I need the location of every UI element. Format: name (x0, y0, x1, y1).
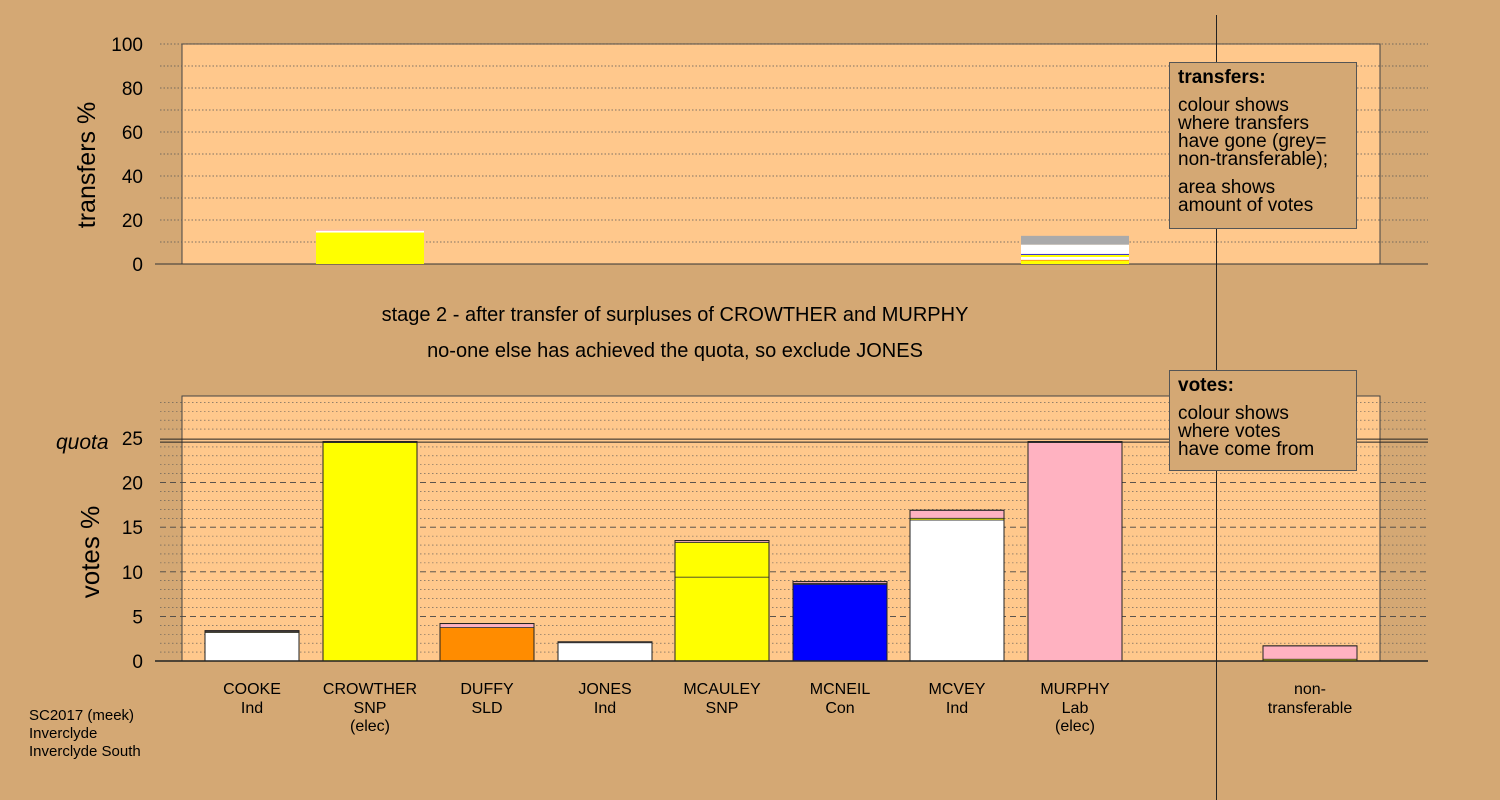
votes-y-tick-label: 20 (122, 474, 143, 495)
stage-subtitle: no-one else has achieved the quota, so e… (427, 340, 923, 362)
votes-legend: votes: colour shows where votes have com… (1169, 370, 1357, 471)
candidate-name-label: MCVEY (929, 681, 986, 698)
votes-y-tick-label: 5 (132, 607, 143, 628)
candidate-name-label: DUFFY (460, 681, 514, 698)
vote-segment (909, 519, 1005, 662)
transfer-segment (1021, 256, 1129, 260)
transfers-legend-line: where transfers (1178, 113, 1309, 134)
candidate-name-label: MURPHY (1040, 681, 1110, 698)
transfers-legend-line: area shows (1178, 177, 1276, 198)
transfers-legend: transfers: colour shows where transfers … (1169, 62, 1357, 229)
candidate-party-label: Lab (1062, 700, 1089, 717)
vote-segment (674, 541, 770, 578)
transfer-segment (1021, 260, 1129, 264)
transfers-y-tick-label: 100 (111, 35, 143, 56)
transfers-legend-line: amount of votes (1178, 195, 1314, 216)
votes-y-tick-label: 25 (122, 429, 143, 450)
footer-line: Inverclyde South (29, 743, 141, 760)
candidate-name-label: COOKE (223, 681, 281, 698)
transfers-legend-title: transfers: (1178, 67, 1266, 88)
votes-y-axis-label: votes % (75, 506, 105, 599)
candidate-note-label: (elec) (350, 718, 390, 735)
transfers-y-tick-label: 80 (122, 79, 143, 100)
transfers-legend-line: non-transferable); (1178, 149, 1328, 170)
candidate-name-label: MCNEIL (810, 681, 871, 698)
transfers-legend-line: colour shows (1178, 95, 1289, 116)
quota-label: quota (56, 431, 109, 454)
transfer-segment (316, 232, 424, 264)
candidate-name-label: CROWTHER (323, 681, 417, 698)
candidate-party-label: SLD (471, 700, 502, 717)
transfer-segment (1021, 253, 1129, 255)
votes-y-tick-label: 10 (122, 563, 143, 584)
vote-segment (322, 442, 418, 662)
votes-legend-line: have come from (1178, 439, 1315, 460)
candidate-name-label: JONES (578, 681, 631, 698)
transfers-y-tick-label: 0 (132, 255, 143, 276)
transfer-segment (316, 229, 424, 231)
transfer-segment (316, 230, 424, 233)
votes-legend-title: votes: (1178, 375, 1234, 396)
footer-line: Inverclyde (29, 725, 98, 742)
votes-y-tick-label: 0 (132, 652, 143, 673)
transfers-y-tick-label: 20 (122, 211, 143, 232)
transfers-y-tick-label: 60 (122, 123, 143, 144)
candidate-party-label: Con (825, 700, 854, 717)
nontransferable-segment (1262, 645, 1358, 660)
transfer-segment (1021, 244, 1129, 254)
vote-segment (439, 627, 535, 662)
vote-segment (439, 623, 535, 628)
footer-info: SC2017 (meek) Inverclyde Inverclyde Sout… (29, 707, 141, 761)
stage-title: stage 2 - after transfer of surpluses of… (381, 304, 969, 326)
nontransferable-label: transferable (1268, 700, 1353, 717)
vote-segment (909, 509, 1005, 519)
footer-line: SC2017 (meek) (29, 707, 135, 724)
transfer-segment (1021, 259, 1129, 261)
transfer-segment (1021, 254, 1129, 257)
vote-segment (557, 642, 653, 662)
candidate-party-label: Ind (946, 700, 968, 717)
votes-legend-line: where votes (1178, 421, 1281, 442)
votes-y-tick-label: 15 (122, 518, 143, 539)
vote-segment (674, 576, 770, 662)
candidate-party-label: SNP (354, 700, 387, 717)
vote-segment (1027, 442, 1123, 662)
votes-legend-line: colour shows (1178, 403, 1289, 424)
candidate-party-label: Ind (241, 700, 263, 717)
vote-segment (204, 632, 300, 662)
vote-segment (792, 583, 888, 662)
candidate-party-label: Ind (594, 700, 616, 717)
candidate-name-label: MCAULEY (683, 681, 761, 698)
candidate-party-label: SNP (706, 700, 739, 717)
transfers-legend-line: have gone (grey= (1178, 131, 1327, 152)
candidate-note-label: (elec) (1055, 718, 1095, 735)
transfer-segment (1021, 235, 1129, 245)
nontransferable-label: non- (1294, 681, 1326, 698)
transfers-y-axis-label: transfers % (73, 102, 101, 228)
transfers-y-tick-label: 40 (122, 167, 143, 188)
